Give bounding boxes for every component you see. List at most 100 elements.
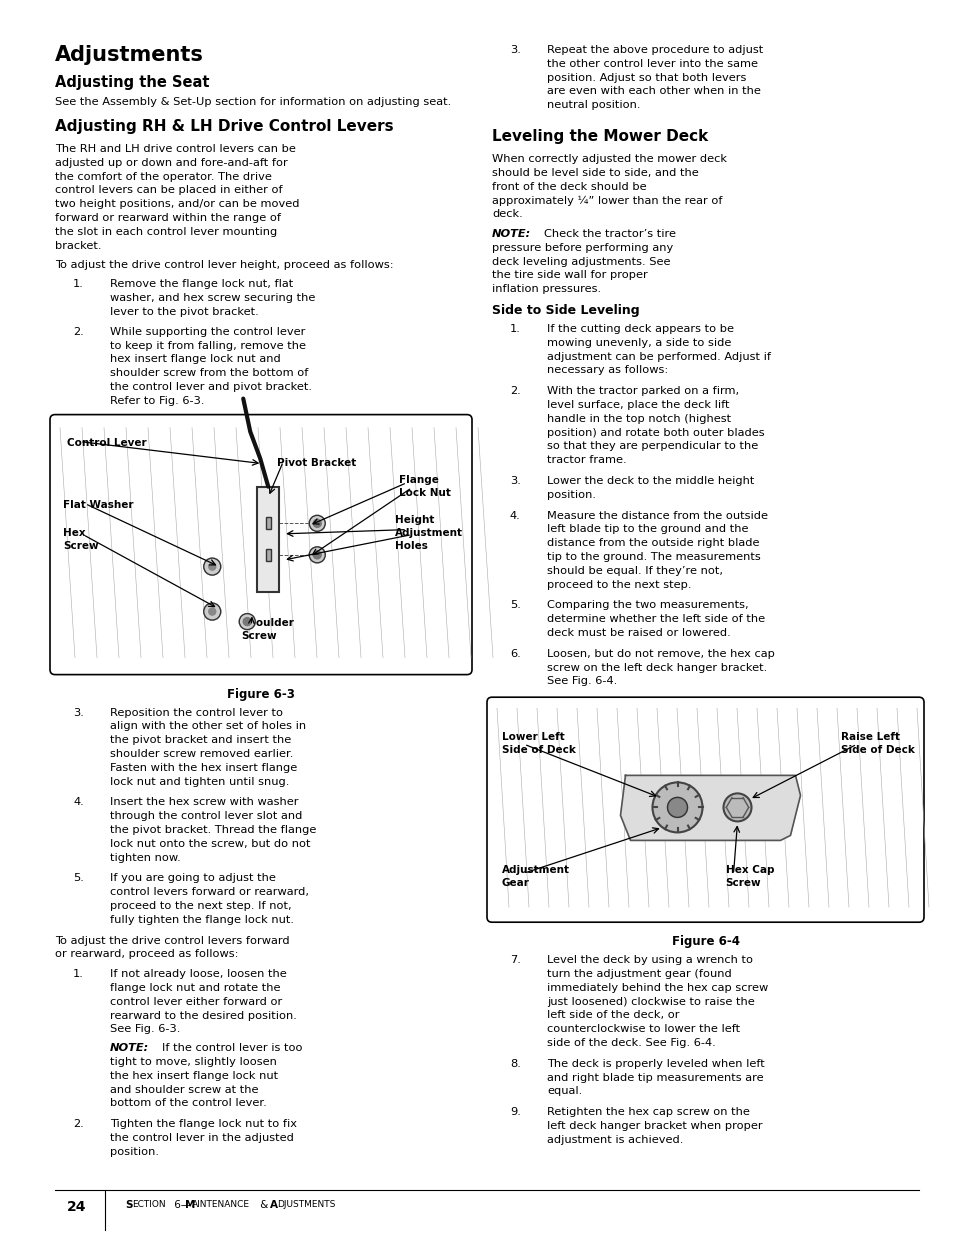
Text: 1.: 1. xyxy=(510,324,520,333)
Text: The deck is properly leveled when left: The deck is properly leveled when left xyxy=(546,1058,764,1068)
Circle shape xyxy=(204,603,220,620)
Text: Comparing the two measurements,: Comparing the two measurements, xyxy=(546,600,748,610)
Text: flange lock nut and rotate the: flange lock nut and rotate the xyxy=(110,983,280,993)
Text: Reposition the control lever to: Reposition the control lever to xyxy=(110,708,283,718)
Text: Adjusting RH & LH Drive Control Levers: Adjusting RH & LH Drive Control Levers xyxy=(55,119,394,135)
Text: 1.: 1. xyxy=(73,969,84,979)
FancyBboxPatch shape xyxy=(50,415,472,674)
Text: Figure 6-4: Figure 6-4 xyxy=(671,935,739,948)
Text: left blade tip to the ground and the: left blade tip to the ground and the xyxy=(546,525,748,535)
Text: the other control lever into the same: the other control lever into the same xyxy=(546,59,758,69)
Text: See the Assembly & Set-Up section for information on adjusting seat.: See the Assembly & Set-Up section for in… xyxy=(55,98,451,107)
Text: Level the deck by using a wrench to: Level the deck by using a wrench to xyxy=(546,955,752,966)
Text: Flange: Flange xyxy=(398,474,438,484)
Text: 4.: 4. xyxy=(510,510,520,521)
Text: Screw: Screw xyxy=(724,878,760,888)
Text: Leveling the Mower Deck: Leveling the Mower Deck xyxy=(492,128,707,144)
Text: tip to the ground. The measurements: tip to the ground. The measurements xyxy=(546,552,760,562)
Text: Hex: Hex xyxy=(63,527,86,537)
Text: 6.: 6. xyxy=(510,648,520,658)
Text: Screw: Screw xyxy=(63,541,98,551)
Text: To adjust the drive control levers forward: To adjust the drive control levers forwa… xyxy=(55,936,290,946)
Text: Shoulder: Shoulder xyxy=(241,618,294,627)
Text: the pivot bracket and insert the: the pivot bracket and insert the xyxy=(110,735,291,745)
FancyBboxPatch shape xyxy=(486,698,923,923)
Text: just loosened) clockwise to raise the: just loosened) clockwise to raise the xyxy=(546,997,754,1007)
Text: bottom of the control lever.: bottom of the control lever. xyxy=(110,1098,267,1108)
Text: proceed to the next step.: proceed to the next step. xyxy=(546,579,691,589)
Text: When correctly adjusted the mower deck: When correctly adjusted the mower deck xyxy=(492,154,726,164)
Text: 5.: 5. xyxy=(510,600,520,610)
Text: S: S xyxy=(125,1200,132,1210)
Text: approximately ¼” lower than the rear of: approximately ¼” lower than the rear of xyxy=(492,195,721,205)
Text: Lock Nut: Lock Nut xyxy=(398,488,451,498)
Text: The RH and LH drive control levers can be: The RH and LH drive control levers can b… xyxy=(55,144,295,154)
Text: equal.: equal. xyxy=(546,1087,581,1097)
Text: the control lever and pivot bracket.: the control lever and pivot bracket. xyxy=(110,382,312,391)
Text: the comfort of the operator. The drive: the comfort of the operator. The drive xyxy=(55,172,272,182)
Text: determine whether the left side of the: determine whether the left side of the xyxy=(546,614,764,624)
Text: should be level side to side, and the: should be level side to side, and the xyxy=(492,168,698,178)
Text: While supporting the control lever: While supporting the control lever xyxy=(110,327,305,337)
Text: Retighten the hex cap screw on the: Retighten the hex cap screw on the xyxy=(546,1108,749,1118)
Text: immediately behind the hex cap screw: immediately behind the hex cap screw xyxy=(546,983,767,993)
Text: Holes: Holes xyxy=(395,541,428,551)
Text: 3.: 3. xyxy=(510,475,520,487)
Text: 2.: 2. xyxy=(73,327,84,337)
Text: should be equal. If they’re not,: should be equal. If they’re not, xyxy=(546,566,722,576)
Text: forward or rearward within the range of: forward or rearward within the range of xyxy=(55,212,281,224)
Text: lock nut onto the screw, but do not: lock nut onto the screw, but do not xyxy=(110,839,310,848)
Text: are even with each other when in the: are even with each other when in the xyxy=(546,86,760,96)
Text: If the cutting deck appears to be: If the cutting deck appears to be xyxy=(546,324,733,333)
Text: the pivot bracket. Thread the flange: the pivot bracket. Thread the flange xyxy=(110,825,316,835)
Text: through the control lever slot and: through the control lever slot and xyxy=(110,811,302,821)
Text: Remove the flange lock nut, flat: Remove the flange lock nut, flat xyxy=(110,279,293,289)
Text: NOTE:: NOTE: xyxy=(492,228,531,240)
Text: align with the other set of holes in: align with the other set of holes in xyxy=(110,721,306,731)
Text: 2.: 2. xyxy=(73,1119,84,1129)
Text: the hex insert flange lock nut: the hex insert flange lock nut xyxy=(110,1071,278,1081)
Text: Adjustment: Adjustment xyxy=(501,866,569,876)
Text: fully tighten the flange lock nut.: fully tighten the flange lock nut. xyxy=(110,915,294,925)
Text: 9.: 9. xyxy=(510,1108,520,1118)
Circle shape xyxy=(209,608,215,615)
Text: washer, and hex screw securing the: washer, and hex screw securing the xyxy=(110,293,315,304)
Text: Loosen, but do not remove, the hex cap: Loosen, but do not remove, the hex cap xyxy=(546,648,774,658)
Text: handle in the top notch (highest: handle in the top notch (highest xyxy=(546,414,730,424)
Text: inflation pressures.: inflation pressures. xyxy=(492,284,600,294)
Text: shoulder screw from the bottom of: shoulder screw from the bottom of xyxy=(110,368,308,378)
Text: shoulder screw removed earlier.: shoulder screw removed earlier. xyxy=(110,748,294,760)
Text: to keep it from falling, remove the: to keep it from falling, remove the xyxy=(110,341,306,351)
Text: deck.: deck. xyxy=(492,209,522,219)
Text: Tighten the flange lock nut to fix: Tighten the flange lock nut to fix xyxy=(110,1119,296,1129)
Text: NOTE:: NOTE: xyxy=(110,1044,149,1053)
Text: tractor frame.: tractor frame. xyxy=(546,456,626,466)
Text: See Fig. 6-3.: See Fig. 6-3. xyxy=(110,1024,180,1035)
Text: Repeat the above procedure to adjust: Repeat the above procedure to adjust xyxy=(546,44,762,56)
Text: To adjust the drive control lever height, proceed as follows:: To adjust the drive control lever height… xyxy=(55,261,394,270)
Text: the tire side wall for proper: the tire side wall for proper xyxy=(492,270,647,280)
Text: 3.: 3. xyxy=(510,44,520,56)
Text: Adjustments: Adjustments xyxy=(55,44,204,65)
Text: neutral position.: neutral position. xyxy=(546,100,639,110)
Circle shape xyxy=(722,793,751,821)
Bar xyxy=(266,517,271,530)
Text: 7.: 7. xyxy=(510,955,520,966)
Circle shape xyxy=(239,614,255,630)
Text: 2.: 2. xyxy=(510,387,520,396)
Text: 5.: 5. xyxy=(73,873,84,883)
Text: Fasten with the hex insert flange: Fasten with the hex insert flange xyxy=(110,763,297,773)
Text: rearward to the desired position.: rearward to the desired position. xyxy=(110,1010,296,1020)
Bar xyxy=(266,548,271,561)
Text: Check the tractor’s tire: Check the tractor’s tire xyxy=(543,228,676,240)
Text: DJUSTMENTS: DJUSTMENTS xyxy=(276,1200,335,1209)
Text: 24: 24 xyxy=(67,1200,87,1214)
Circle shape xyxy=(313,551,321,559)
Text: or rearward, proceed as follows:: or rearward, proceed as follows: xyxy=(55,950,238,960)
Text: Lower Left: Lower Left xyxy=(501,732,564,742)
Text: &: & xyxy=(256,1200,272,1210)
Text: left deck hanger bracket when proper: left deck hanger bracket when proper xyxy=(546,1121,761,1131)
Text: Side to Side Leveling: Side to Side Leveling xyxy=(492,304,639,317)
Text: position.: position. xyxy=(546,490,596,500)
Text: A: A xyxy=(270,1200,277,1210)
